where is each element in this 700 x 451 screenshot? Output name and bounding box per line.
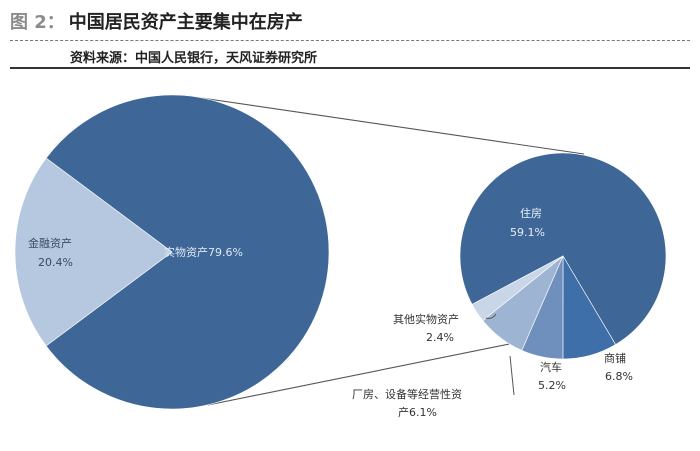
- label-car-name: 汽车: [540, 360, 562, 374]
- label-other-name: 其他实物资产: [393, 312, 459, 326]
- label-financial-value: 20.4%: [38, 256, 73, 269]
- slice-housing: [459, 152, 667, 345]
- connector-bottom: [207, 340, 525, 406]
- label-housing-name: 住房: [520, 206, 542, 220]
- main-pie: [14, 94, 330, 410]
- figure-header: 图 2： 中国居民资产主要集中在房产 资料来源：中国人民银行，天风证券研究所: [10, 6, 690, 69]
- figure-title: 中国居民资产主要集中在房产: [68, 12, 303, 33]
- label-car-value: 5.2%: [538, 379, 566, 392]
- label-shop-value: 6.8%: [605, 370, 633, 383]
- label-shop-name: 商铺: [604, 351, 626, 365]
- leader-plant: [509, 355, 515, 396]
- detail-pie: [459, 152, 667, 360]
- slice-financial-assets: [14, 157, 173, 347]
- label-other-value: 2.4%: [426, 331, 454, 344]
- slice-other-physical: [471, 255, 564, 322]
- label-financial-name: 金融资产: [28, 236, 72, 250]
- figure-label: 图 2：: [10, 12, 65, 33]
- connector-top: [187, 95, 585, 155]
- title-line: 图 2： 中国居民资产主要集中在房产: [10, 6, 690, 36]
- label-plant-line1: 厂房、设备等经营性资: [352, 387, 462, 401]
- header-underline: [10, 67, 690, 69]
- connector-lines: [187, 95, 585, 406]
- source-note: 资料来源：中国人民银行，天风证券研究所: [70, 51, 318, 66]
- leader-other: [485, 313, 497, 319]
- label-physical: 实物资产79.6%: [164, 245, 243, 259]
- label-plant-line2: 产6.1%: [398, 405, 437, 419]
- dashed-rule: [10, 40, 690, 42]
- slice-physical-assets: [45, 94, 330, 410]
- label-housing-value: 59.1%: [510, 226, 545, 239]
